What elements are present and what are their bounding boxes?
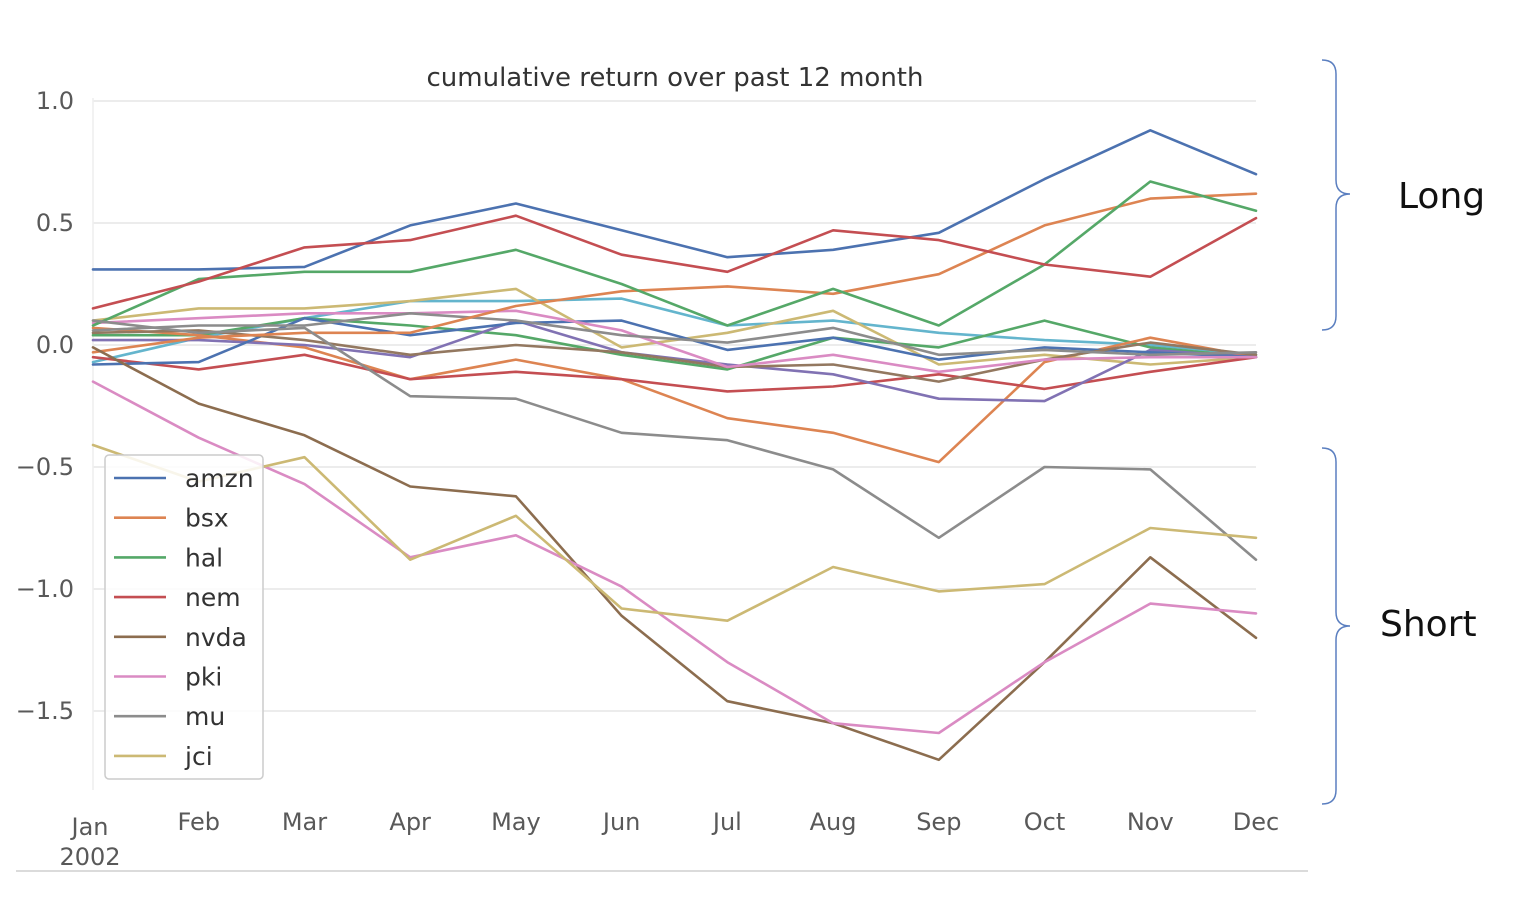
legend: amzn bsx hal nem nvda pki mu jci (104, 454, 264, 780)
x-tick-label: Dec (1233, 808, 1279, 836)
short-label: Short (1380, 604, 1477, 645)
legend-label-nvda: nvda (185, 623, 247, 652)
series-line (91, 316, 1258, 371)
short-bracket (1321, 447, 1351, 805)
series-line (91, 309, 1258, 374)
series-line-pki (91, 380, 1258, 735)
series-line-nvda (91, 346, 1258, 762)
x-tick-label: Apr (389, 808, 431, 836)
x-tick-label: Jul (711, 808, 742, 836)
y-tick-label: 1.0 (36, 87, 74, 115)
series-line-mu (91, 319, 1258, 562)
x-tick-label: Feb (177, 808, 220, 836)
legend-label-pki: pki (185, 663, 222, 692)
legend-label-amzn: amzn (185, 464, 254, 493)
series-line-jci (91, 443, 1258, 623)
legend-box (104, 454, 264, 780)
legend-label-bsx: bsx (185, 504, 229, 533)
x-year-label: 2002 (59, 843, 120, 871)
x-axis-ticks: Jan Feb Mar Apr May Jun Jul Aug Sep Oct Nov Dec 2002 (59, 808, 1279, 871)
chart-title: cumulative return over past 12 month (427, 63, 924, 93)
grid-lines (92, 98, 1256, 790)
x-tick-label: May (491, 808, 541, 836)
series-line (91, 353, 1258, 393)
series-line-amzn (91, 129, 1258, 271)
y-tick-label: −1.5 (16, 697, 74, 725)
y-tick-label: 0.5 (36, 209, 74, 237)
x-tick-label: Oct (1024, 808, 1066, 836)
x-tick-label: Sep (916, 808, 961, 836)
x-tick-label: Jan (70, 813, 109, 841)
legend-label-jci: jci (184, 742, 213, 771)
long-label: Long (1398, 176, 1485, 217)
legend-label-nem: nem (185, 583, 241, 612)
annotations: Long Short (1321, 59, 1485, 805)
y-tick-label: −1.0 (16, 575, 74, 603)
x-tick-label: Jun (601, 808, 641, 836)
series-lines (91, 129, 1258, 762)
legend-label-hal: hal (185, 543, 223, 572)
series-line-hal (91, 180, 1258, 327)
series-line-bsx (91, 192, 1258, 354)
y-tick-label: 0.0 (36, 331, 74, 359)
series-line-nem (91, 214, 1258, 310)
y-axis-ticks: 1.0 0.5 0.0 −0.5 −1.0 −1.5 (16, 87, 74, 725)
series-line (91, 329, 1258, 383)
x-tick-label: Aug (810, 808, 857, 836)
series-line (91, 311, 1258, 357)
x-tick-label: Mar (282, 808, 327, 836)
x-tick-label: Nov (1127, 808, 1174, 836)
y-tick-label: −0.5 (16, 453, 74, 481)
long-bracket (1321, 59, 1351, 331)
legend-label-mu: mu (185, 702, 225, 731)
